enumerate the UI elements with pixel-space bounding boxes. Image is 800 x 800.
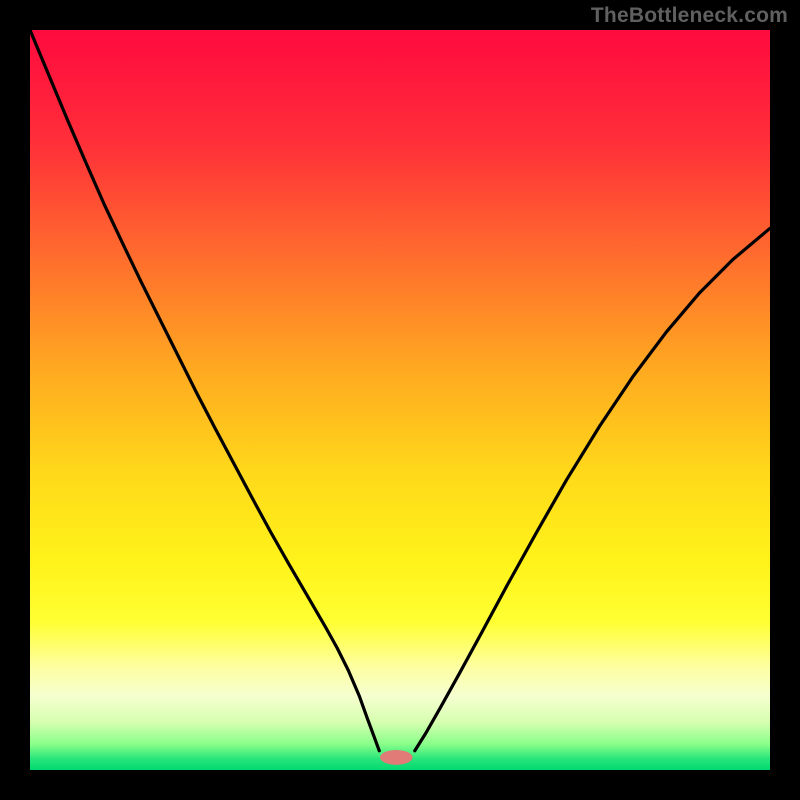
gradient-background <box>30 30 770 770</box>
chart-container: TheBottleneck.com <box>0 0 800 800</box>
watermark-text: TheBottleneck.com <box>591 4 788 28</box>
bottleneck-chart <box>0 0 800 800</box>
optimum-marker <box>380 750 413 765</box>
